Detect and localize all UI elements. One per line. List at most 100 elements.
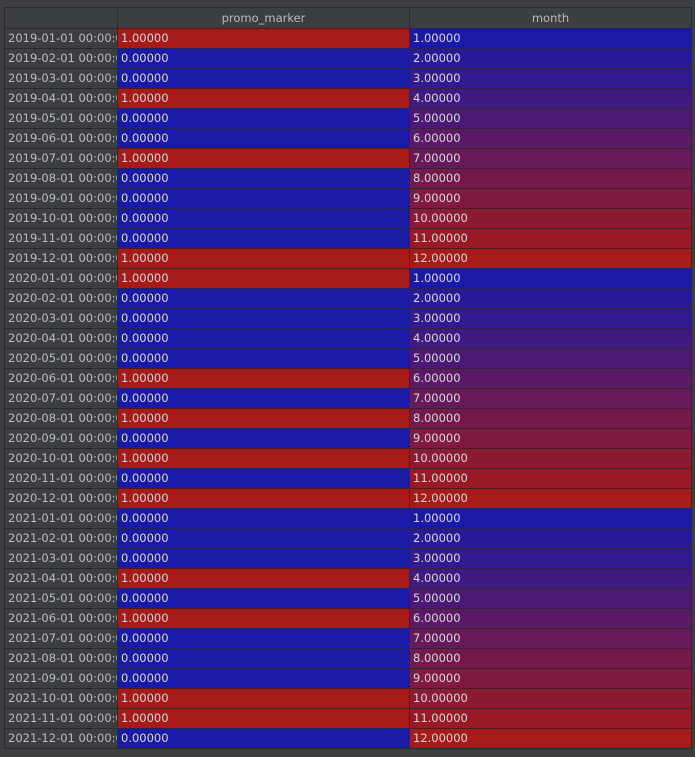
row-index-cell[interactable]: 2020-08-01 00:00:00 xyxy=(5,409,118,429)
row-index-cell[interactable]: 2021-04-01 00:00:00 xyxy=(5,569,118,589)
month-cell[interactable]: 3.00000 xyxy=(410,549,692,569)
promo-marker-cell[interactable]: 0.00000 xyxy=(118,169,410,189)
row-index-cell[interactable]: 2020-02-01 00:00:00 xyxy=(5,289,118,309)
promo-marker-cell[interactable]: 0.00000 xyxy=(118,329,410,349)
row-index-cell[interactable]: 2019-07-01 00:00:00 xyxy=(5,149,118,169)
month-cell[interactable]: 9.00000 xyxy=(410,669,692,689)
row-index-cell[interactable]: 2021-12-01 00:00:00 xyxy=(5,729,118,749)
row-index-cell[interactable]: 2020-06-01 00:00:00 xyxy=(5,369,118,389)
row-index-cell[interactable]: 2020-03-01 00:00:00 xyxy=(5,309,118,329)
row-index-cell[interactable]: 2020-09-01 00:00:00 xyxy=(5,429,118,449)
month-cell[interactable]: 10.00000 xyxy=(410,689,692,709)
row-index-cell[interactable]: 2021-08-01 00:00:00 xyxy=(5,649,118,669)
month-cell[interactable]: 6.00000 xyxy=(410,129,692,149)
row-index-cell[interactable]: 2020-10-01 00:00:00 xyxy=(5,449,118,469)
month-cell[interactable]: 9.00000 xyxy=(410,429,692,449)
month-column-header[interactable]: month xyxy=(410,8,692,28)
month-cell[interactable]: 3.00000 xyxy=(410,309,692,329)
row-index-cell[interactable]: 2019-12-01 00:00:00 xyxy=(5,249,118,269)
promo-marker-cell[interactable]: 1.00000 xyxy=(118,269,410,289)
row-index-cell[interactable]: 2019-09-01 00:00:00 xyxy=(5,189,118,209)
promo-marker-cell[interactable]: 1.00000 xyxy=(118,569,410,589)
row-index-cell[interactable]: 2020-05-01 00:00:00 xyxy=(5,349,118,369)
promo-marker-cell[interactable]: 1.00000 xyxy=(118,89,410,109)
row-index-cell[interactable]: 2019-06-01 00:00:00 xyxy=(5,129,118,149)
month-cell[interactable]: 9.00000 xyxy=(410,189,692,209)
promo-marker-cell[interactable]: 0.00000 xyxy=(118,389,410,409)
row-index-cell[interactable]: 2021-07-01 00:00:00 xyxy=(5,629,118,649)
month-cell[interactable]: 11.00000 xyxy=(410,229,692,249)
promo-marker-cell[interactable]: 0.00000 xyxy=(118,209,410,229)
promo-marker-cell[interactable]: 0.00000 xyxy=(118,129,410,149)
month-cell[interactable]: 1.00000 xyxy=(410,509,692,529)
promo-marker-cell[interactable]: 1.00000 xyxy=(118,489,410,509)
promo-marker-cell[interactable]: 1.00000 xyxy=(118,149,410,169)
row-index-cell[interactable]: 2021-11-01 00:00:00 xyxy=(5,709,118,729)
month-cell[interactable]: 7.00000 xyxy=(410,629,692,649)
row-index-cell[interactable]: 2021-10-01 00:00:00 xyxy=(5,689,118,709)
month-cell[interactable]: 6.00000 xyxy=(410,609,692,629)
row-index-cell[interactable]: 2021-09-01 00:00:00 xyxy=(5,669,118,689)
month-cell[interactable]: 2.00000 xyxy=(410,529,692,549)
promo-marker-cell[interactable]: 0.00000 xyxy=(118,729,410,749)
month-cell[interactable]: 12.00000 xyxy=(410,249,692,269)
month-cell[interactable]: 5.00000 xyxy=(410,349,692,369)
row-index-cell[interactable]: 2020-01-01 00:00:00 xyxy=(5,269,118,289)
month-cell[interactable]: 12.00000 xyxy=(410,729,692,749)
promo-marker-cell[interactable]: 0.00000 xyxy=(118,429,410,449)
promo-marker-cell[interactable]: 1.00000 xyxy=(118,449,410,469)
row-index-cell[interactable]: 2019-01-01 00:00:00 xyxy=(5,29,118,49)
promo-marker-cell[interactable]: 0.00000 xyxy=(118,349,410,369)
month-cell[interactable]: 8.00000 xyxy=(410,169,692,189)
row-index-cell[interactable]: 2020-11-01 00:00:00 xyxy=(5,469,118,489)
row-index-cell[interactable]: 2019-11-01 00:00:00 xyxy=(5,229,118,249)
month-cell[interactable]: 4.00000 xyxy=(410,329,692,349)
month-cell[interactable]: 2.00000 xyxy=(410,289,692,309)
promo-marker-cell[interactable]: 0.00000 xyxy=(118,189,410,209)
promo-marker-cell[interactable]: 1.00000 xyxy=(118,409,410,429)
promo-marker-cell[interactable]: 0.00000 xyxy=(118,669,410,689)
promo-marker-cell[interactable]: 0.00000 xyxy=(118,309,410,329)
promo-marker-cell[interactable]: 0.00000 xyxy=(118,589,410,609)
row-index-cell[interactable]: 2019-05-01 00:00:00 xyxy=(5,109,118,129)
month-cell[interactable]: 8.00000 xyxy=(410,649,692,669)
promo-marker-cell[interactable]: 0.00000 xyxy=(118,49,410,69)
row-index-cell[interactable]: 2021-02-01 00:00:00 xyxy=(5,529,118,549)
promo-marker-cell[interactable]: 0.00000 xyxy=(118,229,410,249)
promo-marker-cell[interactable]: 0.00000 xyxy=(118,629,410,649)
month-cell[interactable]: 10.00000 xyxy=(410,449,692,469)
row-index-cell[interactable]: 2019-10-01 00:00:00 xyxy=(5,209,118,229)
row-index-cell[interactable]: 2020-07-01 00:00:00 xyxy=(5,389,118,409)
row-index-cell[interactable]: 2020-12-01 00:00:00 xyxy=(5,489,118,509)
month-cell[interactable]: 6.00000 xyxy=(410,369,692,389)
row-index-cell[interactable]: 2021-03-01 00:00:00 xyxy=(5,549,118,569)
promo-marker-cell[interactable]: 0.00000 xyxy=(118,109,410,129)
promo-marker-cell[interactable]: 0.00000 xyxy=(118,69,410,89)
row-index-cell[interactable]: 2021-06-01 00:00:00 xyxy=(5,609,118,629)
promo-marker-cell[interactable]: 1.00000 xyxy=(118,689,410,709)
month-cell[interactable]: 4.00000 xyxy=(410,89,692,109)
row-index-cell[interactable]: 2021-05-01 00:00:00 xyxy=(5,589,118,609)
row-index-cell[interactable]: 2019-04-01 00:00:00 xyxy=(5,89,118,109)
index-column-header[interactable] xyxy=(5,8,118,28)
promo-marker-cell[interactable]: 1.00000 xyxy=(118,709,410,729)
promo-marker-cell[interactable]: 0.00000 xyxy=(118,649,410,669)
row-index-cell[interactable]: 2021-01-01 00:00:00 xyxy=(5,509,118,529)
promo-marker-cell[interactable]: 0.00000 xyxy=(118,289,410,309)
month-cell[interactable]: 5.00000 xyxy=(410,109,692,129)
promo-marker-cell[interactable]: 0.00000 xyxy=(118,529,410,549)
promo-marker-cell[interactable]: 1.00000 xyxy=(118,29,410,49)
month-cell[interactable]: 7.00000 xyxy=(410,389,692,409)
month-cell[interactable]: 1.00000 xyxy=(410,29,692,49)
month-cell[interactable]: 2.00000 xyxy=(410,49,692,69)
month-cell[interactable]: 11.00000 xyxy=(410,469,692,489)
promo-marker-cell[interactable]: 1.00000 xyxy=(118,609,410,629)
row-index-cell[interactable]: 2020-04-01 00:00:00 xyxy=(5,329,118,349)
promo-marker-cell[interactable]: 1.00000 xyxy=(118,369,410,389)
promo-marker-cell[interactable]: 1.00000 xyxy=(118,249,410,269)
month-cell[interactable]: 10.00000 xyxy=(410,209,692,229)
month-cell[interactable]: 5.00000 xyxy=(410,589,692,609)
row-index-cell[interactable]: 2019-08-01 00:00:00 xyxy=(5,169,118,189)
month-cell[interactable]: 11.00000 xyxy=(410,709,692,729)
month-cell[interactable]: 7.00000 xyxy=(410,149,692,169)
